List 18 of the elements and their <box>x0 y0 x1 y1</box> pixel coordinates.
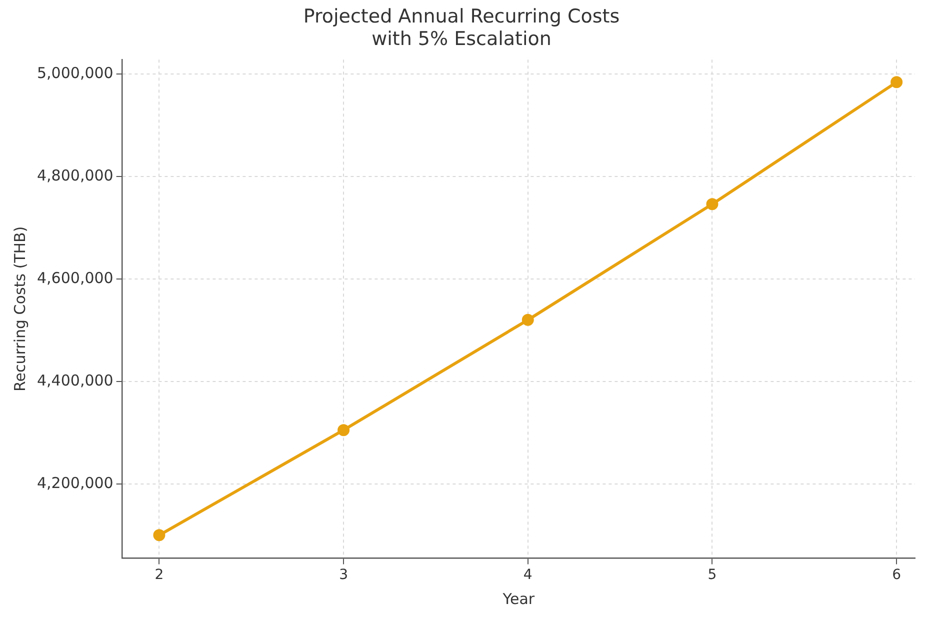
point <box>338 424 350 436</box>
x-axis-title: Year <box>502 590 536 608</box>
point <box>153 529 166 542</box>
point <box>522 314 534 326</box>
y-tick-label: 4,800,000 <box>36 166 114 184</box>
x-tick-label: 2 <box>154 567 164 584</box>
y-tick-label: 4,600,000 <box>36 268 114 287</box>
y-tick-label: 4,200,000 <box>36 474 114 492</box>
y-tick-label: 4,400,000 <box>36 371 114 390</box>
x-tick-label: 3 <box>339 567 348 584</box>
x-tick-label: 6 <box>892 567 902 584</box>
chart-title: Projected Annual Recurring Costs with 5% Escalation <box>303 5 620 50</box>
point <box>890 76 903 88</box>
y-axis-title: Recurring Costs (THB) <box>10 226 29 392</box>
x-tick-label: 4 <box>523 567 532 584</box>
y-tick-label: 5,000,000 <box>36 64 114 82</box>
x-tick-label: 5 <box>708 567 717 584</box>
point <box>706 198 718 210</box>
